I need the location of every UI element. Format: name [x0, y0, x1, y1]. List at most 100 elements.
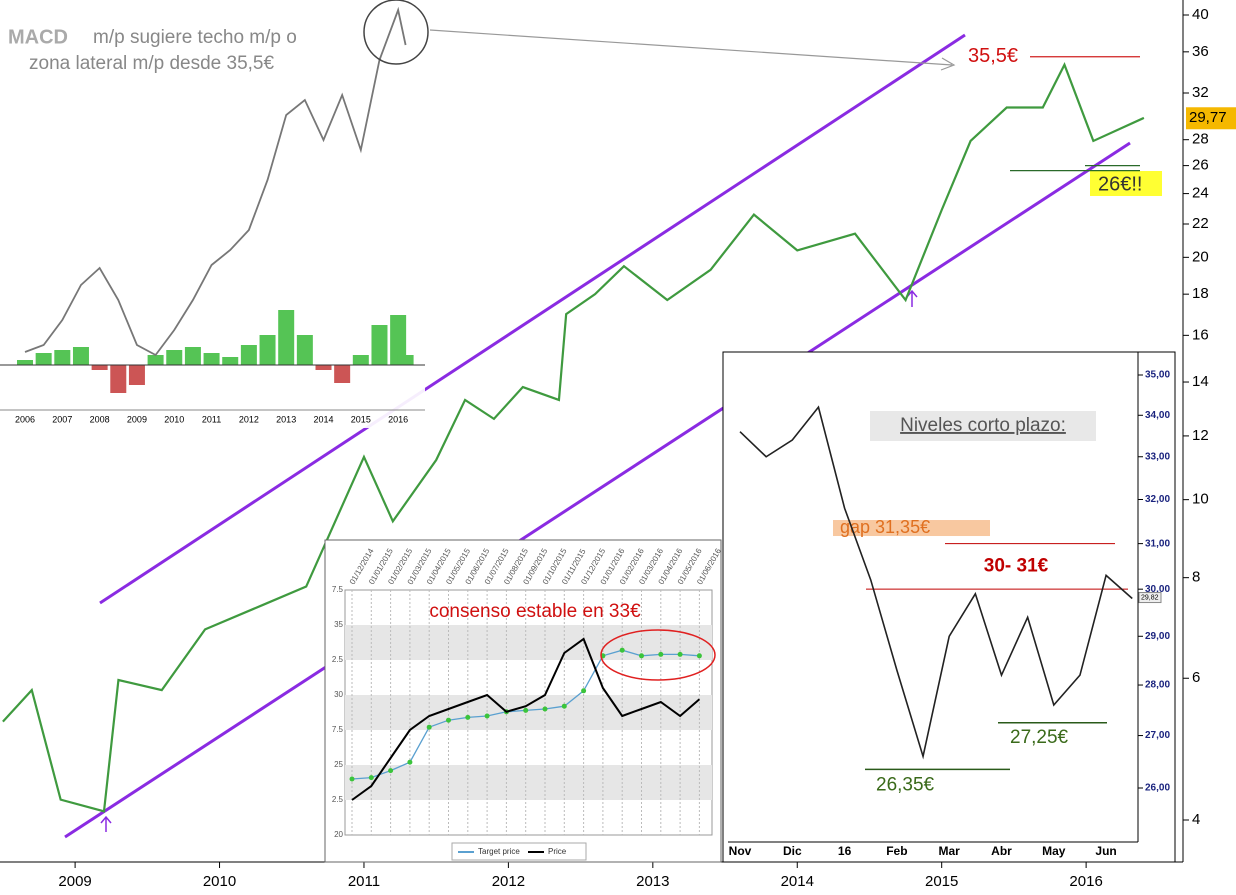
y-tick-label: 7.5 [332, 585, 344, 594]
inset-title: Niveles corto plazo: [900, 415, 1066, 436]
x-tick-label: 2007 [52, 414, 72, 424]
y-tick-label: 25 [334, 760, 343, 769]
y-tick-label: 8 [1192, 569, 1200, 586]
y-tick-label: 7.5 [332, 725, 344, 734]
consensus-title: consenso estable en 33€ [429, 601, 641, 622]
target-point [446, 717, 451, 723]
y-tick-label: 6 [1192, 669, 1200, 686]
target-point [388, 768, 394, 774]
y-tick-label: 34,00 [1145, 410, 1170, 421]
range-label: 30- 31€ [984, 555, 1049, 576]
histogram-bar [35, 353, 52, 365]
x-tick-label: 2014 [313, 414, 333, 424]
histogram-bar [17, 360, 33, 365]
x-tick-label: Jun [1095, 844, 1116, 858]
legend-label: Target price [478, 847, 520, 856]
y-tick-label: 20 [334, 830, 343, 839]
x-tick-label: 2015 [351, 414, 371, 424]
y-tick-label: 16 [1192, 326, 1209, 343]
x-tick-label: May [1042, 844, 1066, 858]
histogram-bar [128, 365, 145, 385]
y-tick-label: 2.5 [332, 655, 344, 664]
y-tick-label: 32 [1192, 84, 1209, 101]
target-point [581, 688, 587, 694]
y-tick-label: 20 [1192, 248, 1209, 265]
target-point [484, 713, 490, 719]
consensus-inset: 7.5352.5307.5252.52001/12/201401/01/2015… [324, 539, 723, 863]
histogram-bar [278, 310, 295, 365]
gap-band [833, 520, 990, 537]
histogram-bar [240, 345, 257, 365]
histogram-bar [315, 365, 332, 370]
last-price-box [1186, 107, 1236, 130]
x-tick-label: 2011 [202, 414, 221, 424]
histogram-bar [296, 335, 313, 365]
y-tick-label: 40 [1192, 6, 1209, 23]
x-tick-label: 2006 [15, 414, 35, 424]
target-point [561, 703, 567, 709]
y-tick-label: 24 [1192, 185, 1209, 202]
last-price-label: 29,77 [1189, 109, 1227, 126]
y-tick-label: 4 [1192, 811, 1200, 828]
target-point [677, 651, 683, 657]
x-tick-label: Nov [729, 844, 752, 858]
legend-label: Price [548, 847, 567, 856]
y-tick-label: 26 [1192, 157, 1209, 174]
y-tick-label: 18 [1192, 285, 1209, 302]
y-tick-label: 33,00 [1145, 451, 1170, 462]
x-tick-label: 2008 [90, 414, 110, 424]
last-price-label: 29,82 [1141, 594, 1159, 601]
target-point [407, 759, 413, 765]
channel-lower [64, 141, 1131, 839]
histogram-bar [147, 355, 164, 365]
highlight-box [1090, 171, 1162, 196]
x-tick-label: Feb [886, 844, 907, 858]
histogram-bar [222, 357, 239, 365]
target-point [696, 653, 702, 659]
support-label: 27,25€ [1010, 727, 1069, 748]
histogram-bar [397, 355, 414, 365]
x-tick-label: 16 [838, 844, 852, 858]
y-tick-label: 29,00 [1145, 631, 1170, 642]
annotation: zona lateral m/p desde 35,5€ [29, 53, 274, 74]
x-tick-label: 2016 [1069, 873, 1102, 890]
x-tick-label: 2010 [164, 414, 184, 424]
y-tick-label: 35 [334, 620, 343, 629]
x-tick-label: 2010 [203, 873, 236, 890]
x-tick-label: 2013 [276, 414, 296, 424]
target-point [349, 776, 355, 782]
support-label: 26,35€ [876, 774, 935, 795]
y-tick-label: 32,00 [1145, 494, 1170, 505]
y-tick-label: 14 [1192, 373, 1209, 390]
series-line [351, 637, 701, 801]
histogram-bar [390, 315, 407, 365]
low-arrows [100, 289, 918, 832]
histogram-bar [334, 365, 351, 383]
x-tick-label: Mar [939, 844, 961, 858]
histogram-bar [166, 350, 183, 365]
x-tick-label: Dic [783, 844, 802, 858]
histogram-bar [371, 325, 388, 365]
histogram-bar [259, 335, 276, 365]
x-tick-label: 2011 [348, 873, 380, 890]
histogram-bar [352, 355, 369, 365]
histogram-bar [203, 353, 220, 365]
x-tick-label: Abr [991, 844, 1012, 858]
y-tick-label: 30 [334, 690, 343, 699]
target-point [658, 651, 664, 657]
legend-box [451, 842, 587, 861]
grid-band [345, 695, 712, 730]
price-line [2, 61, 1145, 813]
pointer-arrow [429, 29, 956, 71]
x-tick-label: 2016 [388, 414, 408, 424]
highlight-circle [363, 0, 429, 65]
histogram-bar [54, 350, 71, 365]
x-tick-label: 2014 [781, 873, 814, 890]
y-tick-label: 27,00 [1145, 730, 1170, 741]
channel-upper [99, 33, 966, 605]
x-tick-label: 2009 [127, 414, 147, 424]
y-tick-label: 28 [1192, 131, 1209, 148]
y-tick-label: 22 [1192, 215, 1209, 232]
